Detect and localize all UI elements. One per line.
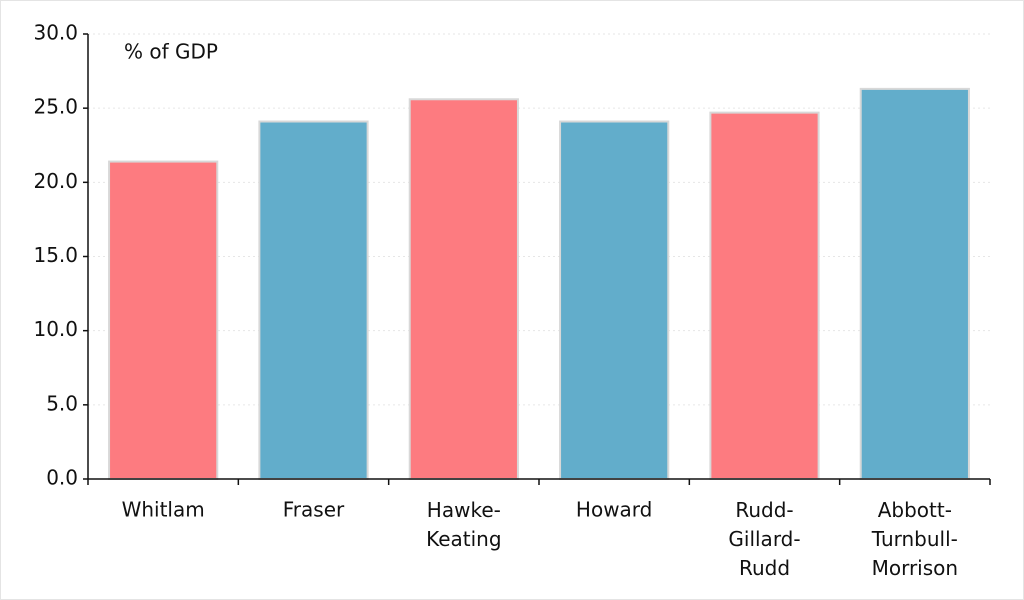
y-tick-label: 15.0: [33, 243, 78, 267]
bar: [709, 111, 820, 480]
y-tick-label: 20.0: [33, 169, 78, 193]
y-tick-label: 30.0: [33, 21, 78, 45]
bar: [408, 98, 519, 481]
y-tick-label: 25.0: [33, 95, 78, 119]
y-tick-label: 10.0: [33, 317, 78, 341]
bar: [559, 120, 670, 481]
bar: [258, 120, 369, 481]
y-tick-label: 5.0: [46, 391, 78, 415]
annotation: % of GDP: [124, 40, 218, 64]
x-tick-label: Fraser: [283, 498, 345, 522]
bar: [859, 87, 970, 480]
x-tick-label: Abbott-Turnbull-Morrison: [871, 498, 958, 580]
y-tick-label: 0.0: [46, 466, 78, 490]
x-tick-label: Rudd-Gillard-Rudd: [728, 498, 800, 580]
bar: [108, 160, 219, 480]
x-tick-label: Howard: [576, 498, 652, 522]
x-tick-label: Hawke-Keating: [426, 498, 501, 551]
x-tick-label: Whitlam: [122, 498, 205, 522]
